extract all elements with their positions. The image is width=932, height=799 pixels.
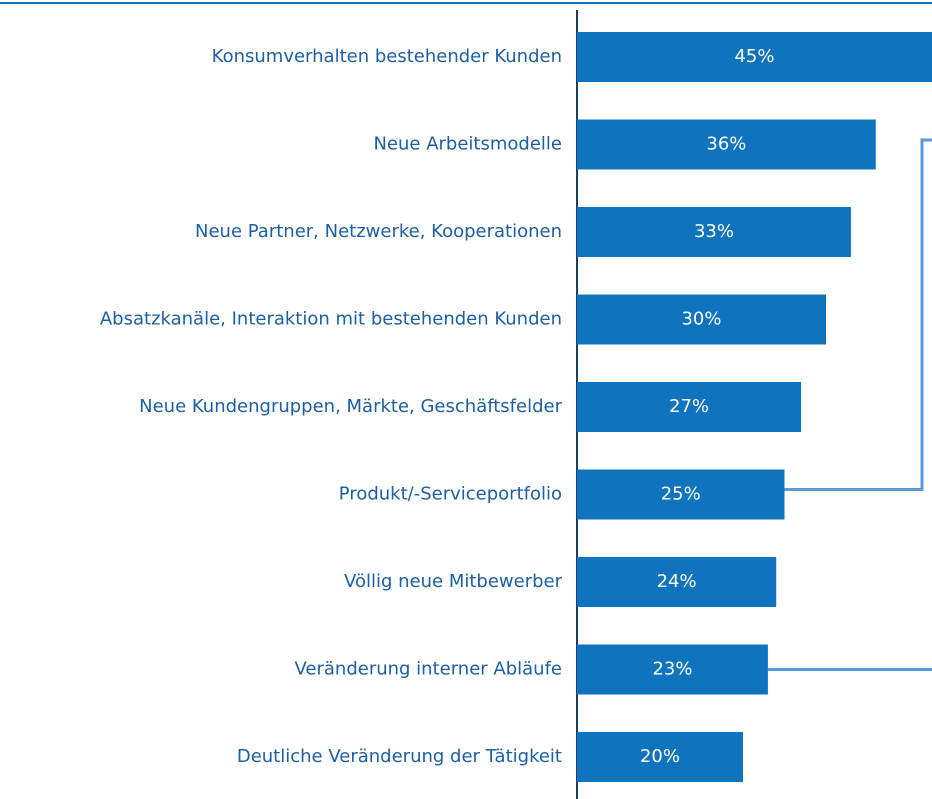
bar: [577, 294, 826, 345]
value-label: 20%: [640, 746, 680, 767]
category-label: Veränderung interner Abläufe: [294, 659, 562, 680]
value-label: 36%: [706, 134, 746, 155]
bar: [577, 732, 743, 782]
value-label: 25%: [661, 484, 701, 505]
bar: [577, 469, 785, 520]
value-label: 23%: [652, 659, 692, 680]
category-label: Konsumverhalten bestehender Kunden: [212, 46, 562, 67]
bar: [577, 382, 802, 432]
value-label: 45%: [734, 46, 774, 67]
category-label: Absatzkanäle, Interaktion mit bestehende…: [100, 309, 562, 330]
value-label: 24%: [657, 571, 697, 592]
bar: [577, 119, 876, 170]
bar: [577, 32, 932, 82]
category-label: Neue Partner, Netzwerke, Kooperationen: [195, 221, 562, 242]
value-label: 33%: [694, 221, 734, 242]
value-label: 27%: [669, 396, 709, 417]
bar: [577, 557, 777, 607]
category-label: Produkt/-Serviceportfolio: [339, 484, 562, 505]
connector: [784, 138, 932, 491]
bar: [577, 207, 851, 257]
category-label: Neue Arbeitsmodelle: [373, 134, 562, 155]
value-label: 30%: [681, 309, 721, 330]
category-label: Deutliche Veränderung der Tätigkeit: [237, 746, 562, 767]
category-label: Neue Kundengruppen, Märkte, Geschäftsfel…: [139, 396, 562, 417]
category-label: Völlig neue Mitbewerber: [344, 571, 563, 592]
bar: [577, 644, 768, 695]
